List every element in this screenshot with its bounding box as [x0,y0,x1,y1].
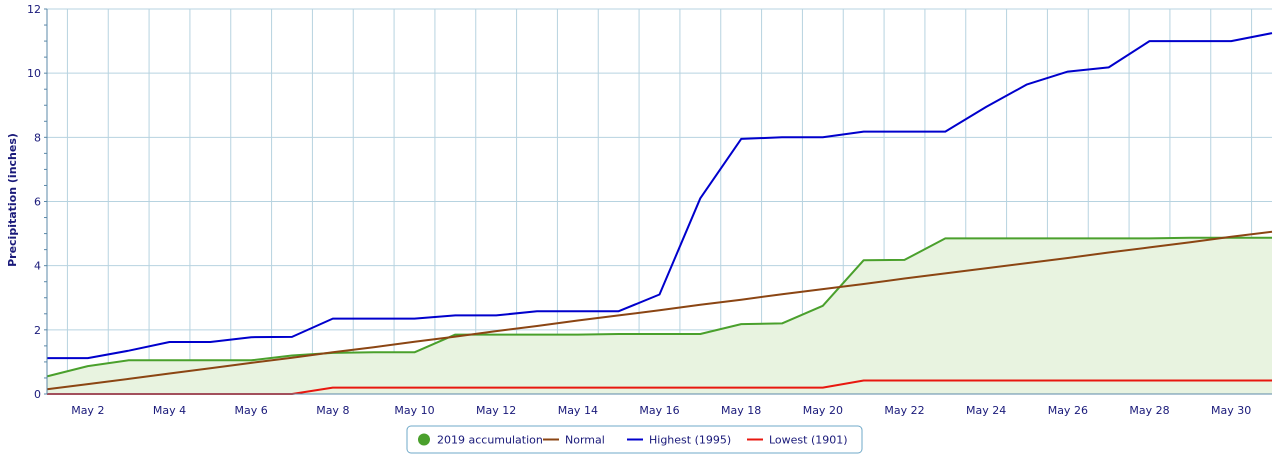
series-area-2019-accumulation [47,237,1272,394]
x-tick-label: May 8 [316,404,349,417]
y-tick-label: 8 [34,131,41,144]
legend-marker [418,433,430,446]
axes: 0 2 4 6 8 10 12 May 2 May 4 May 6 May 8 May 10 May 1… [27,3,1272,417]
y-tick-label: 12 [27,3,41,16]
x-tick-label: May 6 [235,404,268,417]
series-line-highest-1995 [47,32,1273,360]
y-tick-label: 10 [27,67,41,80]
x-tick-label: May 30 [1211,404,1251,417]
x-tick-label: May 2 [71,404,104,417]
y-tick-label: 4 [34,260,41,273]
x-tick-label: May 24 [966,404,1006,417]
y-tick-label: 0 [34,388,41,401]
x-tick-label: May 10 [394,404,434,417]
x-tick-label: May 22 [884,404,924,417]
grid-lines [47,8,1272,395]
x-tick-label: May 4 [153,404,186,417]
legend-label: 2019 accumulation [437,434,543,447]
legend-label: Normal [565,434,605,447]
legend: 2019 accumulation Normal Highest (1995) Low… [406,425,863,454]
x-tick-label: May 20 [803,404,843,417]
x-tick-label: May 12 [476,404,516,417]
x-tick-label: May 26 [1048,404,1088,417]
y-tick-label: 2 [34,324,41,337]
x-tick-label: May 14 [558,404,598,417]
y-tick-label: 6 [34,196,41,209]
series-line-2019-accumulation [46,236,1272,378]
y-axis-title: Precipitation (inches) [6,133,19,267]
legend-label: Lowest (1901) [769,434,848,447]
legend-label: Highest (1995) [649,434,731,447]
x-tick-label: May 18 [721,404,761,417]
x-tick-label: May 16 [639,404,679,417]
x-tick-label: May 28 [1129,404,1169,417]
series-line-normal [46,230,1273,391]
